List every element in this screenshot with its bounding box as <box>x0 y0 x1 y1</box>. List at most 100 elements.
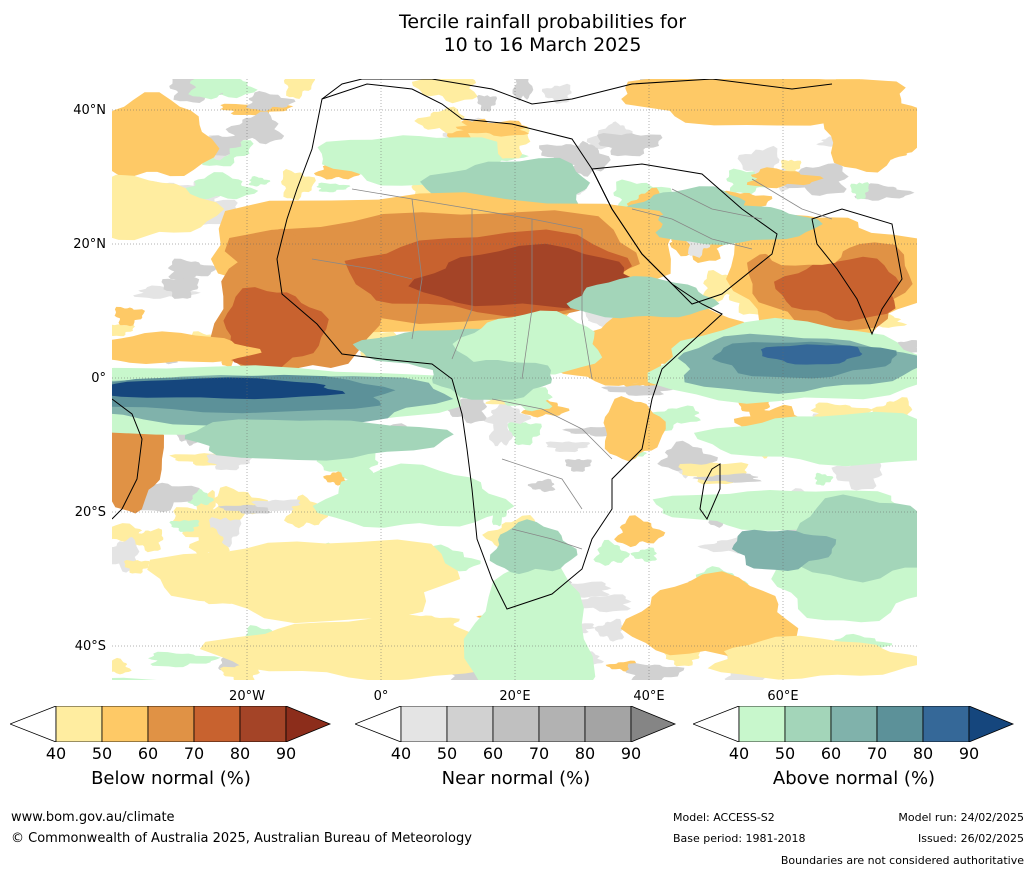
probability-contour <box>760 344 863 365</box>
probability-contour <box>316 182 351 193</box>
probability-contour <box>594 618 625 642</box>
india-coastline <box>811 208 903 336</box>
probability-contour <box>625 663 685 684</box>
probability-contour <box>124 560 150 574</box>
colorbar-below-title: Below normal (%) <box>91 768 251 789</box>
south-america-coastline <box>111 398 143 520</box>
probability-contour <box>84 92 220 177</box>
arabia-coastline <box>591 163 778 305</box>
probability-contour <box>489 519 578 575</box>
probability-contour <box>97 657 132 675</box>
colorbar-tick-label: 40 <box>45 744 67 763</box>
colorbar-tick-label: 80 <box>229 744 251 763</box>
copyright-text: © Commonwealth of Australia 2025, Austra… <box>11 831 472 846</box>
probability-contour <box>148 651 221 668</box>
probability-contour <box>566 276 720 319</box>
probability-contour <box>731 529 837 571</box>
probability-map <box>0 66 964 721</box>
lon-label-20e: 20°E <box>499 689 531 704</box>
probability-contour <box>693 411 948 467</box>
colorbar-tick-label: 70 <box>528 744 550 763</box>
website-link[interactable]: www.bom.gov.au/climate <box>11 810 175 825</box>
probability-contour <box>596 133 663 157</box>
probability-contour <box>188 527 230 558</box>
probability-contour <box>169 519 200 532</box>
probability-contour <box>246 91 296 112</box>
lat-label-0: 0° <box>91 371 106 386</box>
colorbar-tick-label: 50 <box>774 744 796 763</box>
madagascar-coastline <box>699 463 721 521</box>
probability-contour <box>178 172 259 200</box>
colorbar-tick-label: 90 <box>275 744 297 763</box>
country-border <box>501 458 583 510</box>
probability-contour <box>102 411 164 514</box>
probability-contour <box>187 488 214 507</box>
probability-contour <box>323 470 347 486</box>
country-border <box>521 219 533 380</box>
lon-label-60e: 60°E <box>767 689 799 704</box>
colorbar-tick-label: 60 <box>137 744 159 763</box>
country-border <box>451 209 473 360</box>
probability-contour <box>36 677 334 721</box>
country-border <box>311 258 413 280</box>
probability-contour <box>707 635 928 680</box>
probability-contour <box>512 66 534 101</box>
country-border <box>411 198 423 340</box>
probability-contour <box>199 615 494 682</box>
probability-contour <box>657 440 718 472</box>
probability-contour <box>312 463 515 528</box>
probability-contour <box>219 664 260 683</box>
colorbar-below <box>10 706 332 742</box>
colorbar-tick-label: 90 <box>958 744 980 763</box>
probability-contour <box>850 182 870 200</box>
probability-contour <box>313 159 362 180</box>
country-border <box>511 528 583 550</box>
probability-contour <box>601 384 673 396</box>
colorbar-tick-label: 60 <box>820 744 842 763</box>
colorbar-tick-label: 50 <box>91 744 113 763</box>
colorbar-tick-label: 50 <box>436 744 458 763</box>
probability-contour <box>132 528 164 553</box>
africa-coastline <box>276 83 723 610</box>
country-border <box>751 178 833 220</box>
probability-contour <box>432 360 552 400</box>
probability-contour <box>488 413 514 447</box>
probability-contour <box>527 478 556 493</box>
probability-contour <box>161 277 200 299</box>
probability-contour <box>477 94 498 112</box>
colorbar-above-title: Above normal (%) <box>772 768 936 789</box>
probability-contour <box>774 256 900 322</box>
lat-label-40s: 40°S <box>74 639 106 654</box>
probability-contour <box>103 324 135 337</box>
probability-contour <box>88 331 262 364</box>
probability-contour <box>655 202 823 245</box>
probability-contour <box>484 402 532 427</box>
probability-contour <box>167 258 218 282</box>
probability-contour <box>545 441 591 453</box>
lat-label-40n: 40°N <box>73 103 106 118</box>
probability-contour <box>248 176 271 187</box>
probability-contour <box>621 75 906 126</box>
map-title-line2: 10 to 16 March 2025 <box>443 34 642 56</box>
probability-contour <box>831 461 883 491</box>
probability-contour <box>854 183 915 201</box>
colorbar-near <box>355 706 677 742</box>
probability-contour <box>564 459 592 472</box>
colorbar-tick-label: 90 <box>620 744 642 763</box>
probability-contour <box>184 419 454 461</box>
map-canvas <box>0 66 964 721</box>
lat-label-20n: 20°N <box>73 237 106 252</box>
probability-contour <box>620 571 799 659</box>
probability-contour <box>251 499 301 512</box>
probability-contour <box>814 472 834 486</box>
probability-contour <box>507 422 542 446</box>
lon-label-40e: 40°E <box>633 689 665 704</box>
country-border <box>671 188 763 220</box>
colorbar-tick-label: 60 <box>482 744 504 763</box>
probability-contour <box>67 377 346 400</box>
model-name: Model: ACCESS-S2 <box>673 811 775 824</box>
probability-contour <box>444 394 488 424</box>
colorbar-tick-label: 70 <box>183 744 205 763</box>
probability-contour <box>614 515 666 548</box>
colorbar-tick-label: 70 <box>866 744 888 763</box>
